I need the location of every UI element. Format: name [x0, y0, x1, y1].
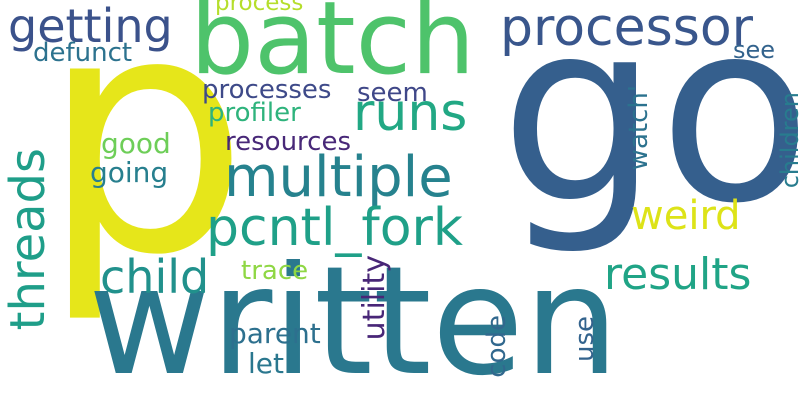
- word-trace: trace: [241, 256, 309, 286]
- word-pcntl-fork: pcntl_fork: [206, 198, 464, 258]
- word-good: good: [101, 127, 171, 160]
- word-p: p: [40, 0, 250, 327]
- word-parent: parent: [229, 317, 321, 350]
- word-written: written: [88, 235, 620, 400]
- word-process: process: [215, 0, 304, 16]
- word-going: going: [90, 156, 169, 189]
- word-getting: getting: [8, 0, 173, 53]
- word-multiple: multiple: [224, 145, 453, 210]
- word-profiler: profiler: [208, 98, 301, 128]
- word-use: use: [570, 316, 600, 363]
- word-see: see: [733, 36, 776, 64]
- word-runs: runs: [353, 83, 468, 143]
- word-threads: threads: [0, 148, 56, 331]
- word-watch: watch': [624, 85, 654, 171]
- word-child: child: [100, 250, 210, 304]
- word-code: code: [482, 315, 512, 378]
- word-seem: seem: [357, 78, 428, 108]
- word-utility: utility: [357, 255, 392, 341]
- word-weird: weird: [631, 193, 741, 239]
- word-resources: resources: [225, 127, 352, 157]
- word-let: let: [248, 347, 284, 380]
- word-go: go: [500, 0, 800, 258]
- word-results: results: [604, 249, 752, 300]
- word-batch: batch: [190, 0, 476, 97]
- word-children: children: [776, 92, 800, 189]
- word-processes: processes: [202, 75, 332, 105]
- word-defunct: defunct: [33, 38, 133, 68]
- word-processor: processor: [500, 0, 754, 58]
